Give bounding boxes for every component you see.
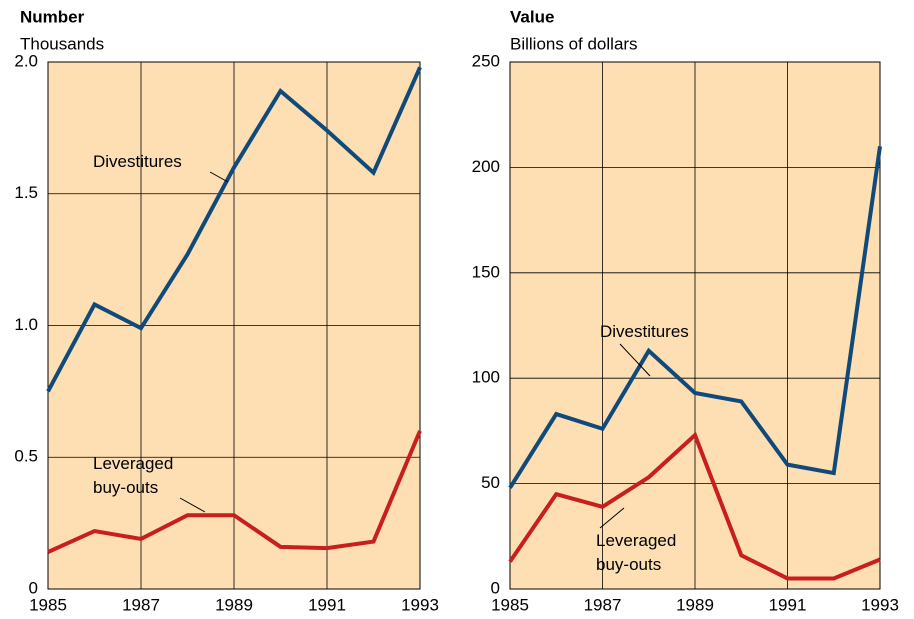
- leader-line: [599, 507, 625, 529]
- series-label: Leveraged buy-outs: [596, 531, 677, 574]
- series-label: Leveraged buy-outs: [93, 454, 174, 497]
- y-tick-label: 0.5: [14, 447, 38, 466]
- chart-title: Value: [510, 7, 554, 26]
- leader-line: [619, 343, 651, 377]
- y-tick-label: 50: [481, 473, 500, 492]
- line-series: [47, 430, 422, 554]
- x-tick-label: 1993: [401, 595, 439, 614]
- plot-border: [509, 61, 881, 590]
- y-tick-label: 150: [472, 262, 500, 281]
- x-tick-label: 1991: [769, 595, 807, 614]
- line-series: [508, 146, 882, 489]
- leader-line: [209, 171, 229, 183]
- y-tick-label: 100: [472, 368, 500, 387]
- y-tick-label: 0: [491, 578, 500, 597]
- y-tick-label: 200: [472, 157, 500, 176]
- y-tick-label: 1.5: [14, 183, 38, 202]
- series-label: Divestitures: [93, 152, 182, 171]
- x-tick-label: 1989: [676, 595, 714, 614]
- x-tick-label: 1989: [215, 595, 253, 614]
- chart-subtitle: Thousands: [20, 34, 104, 53]
- x-tick-label: 1987: [584, 595, 622, 614]
- plot-border: [47, 61, 421, 590]
- chart-subtitle: Billions of dollars: [510, 34, 638, 53]
- x-tick-label: 1991: [308, 595, 346, 614]
- x-tick-label: 1985: [491, 595, 529, 614]
- line-series: [508, 431, 881, 581]
- y-tick-label: 0: [29, 578, 38, 597]
- x-tick-label: 1993: [861, 595, 899, 614]
- y-tick-label: 1.0: [14, 315, 38, 334]
- y-tick-label: 250: [472, 51, 500, 70]
- leader-line: [179, 497, 206, 513]
- series-label: Divestitures: [600, 322, 689, 341]
- line-series: [46, 66, 422, 393]
- chart-title: Number: [20, 7, 85, 26]
- x-tick-label: 1987: [122, 595, 160, 614]
- x-tick-label: 1985: [29, 595, 67, 614]
- y-tick-label: 2.0: [14, 51, 38, 70]
